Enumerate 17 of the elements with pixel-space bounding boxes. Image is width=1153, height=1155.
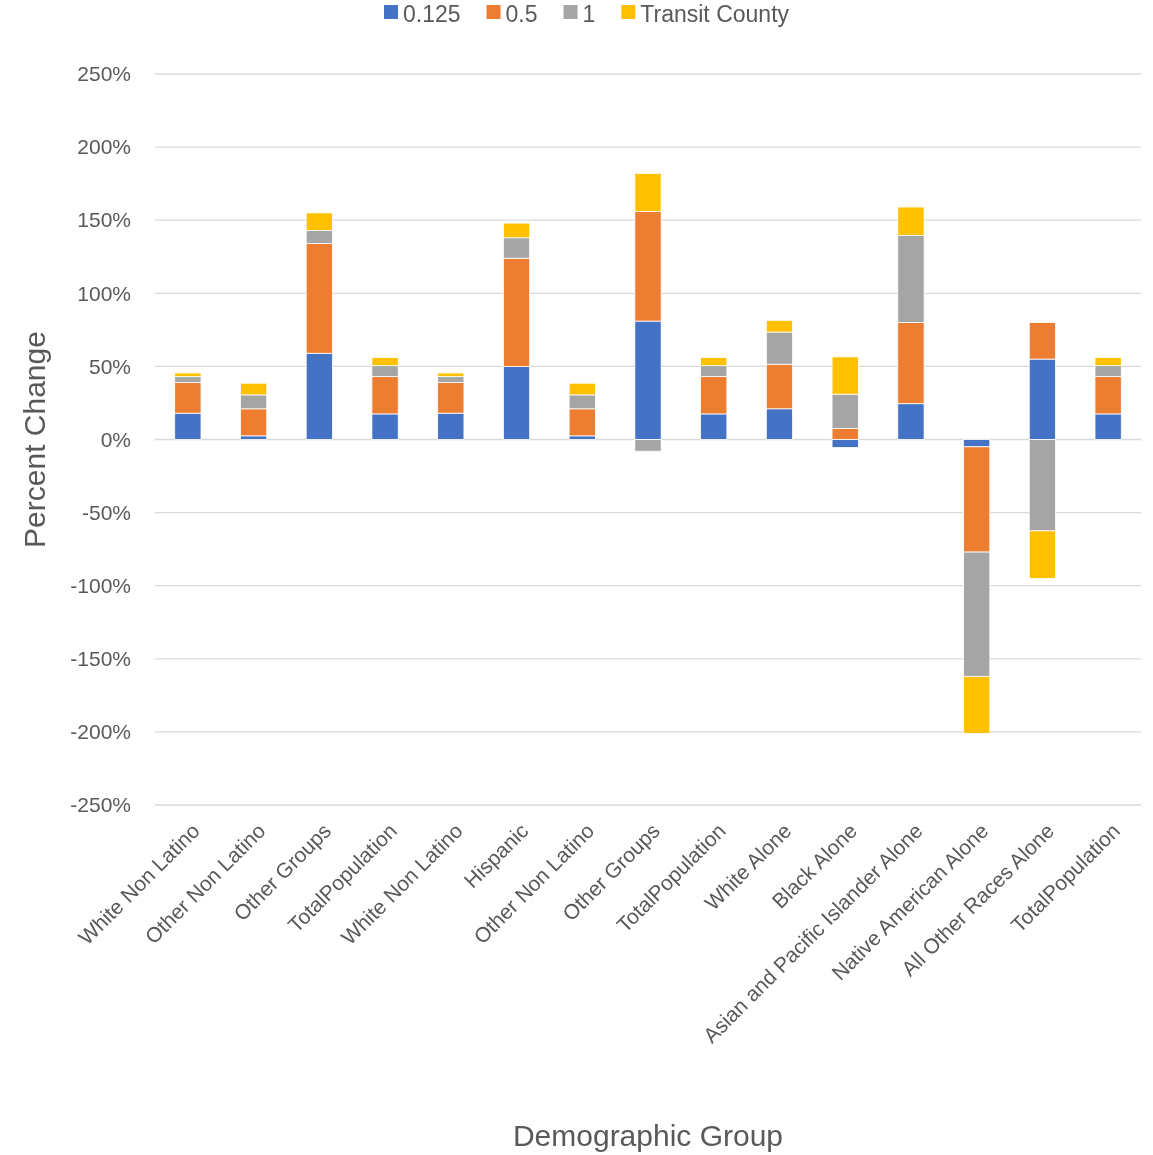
y-axis-title: Percent Change: [18, 331, 51, 548]
y-tick-label: -200%: [70, 720, 131, 744]
y-tick-label: 200%: [77, 135, 131, 159]
y-tick-label: 150%: [77, 208, 131, 232]
x-axis-title: Demographic Group: [512, 1119, 784, 1152]
y-tick-label: 100%: [77, 281, 131, 305]
y-tick-label: 0%: [100, 427, 131, 451]
legend-label: 0.125: [402, 1, 461, 28]
y-tick-label: 50%: [88, 354, 131, 378]
legend-label: 0.5: [505, 1, 538, 28]
y-tick-label: -50%: [81, 500, 131, 524]
y-tick-label: -250%: [70, 793, 131, 817]
y-tick-label: -100%: [70, 573, 131, 597]
legend-label: Transit County: [640, 1, 790, 28]
y-tick-label: 250%: [77, 62, 131, 86]
y-tick-label: -150%: [70, 647, 131, 671]
legend-label: 1: [582, 1, 596, 28]
